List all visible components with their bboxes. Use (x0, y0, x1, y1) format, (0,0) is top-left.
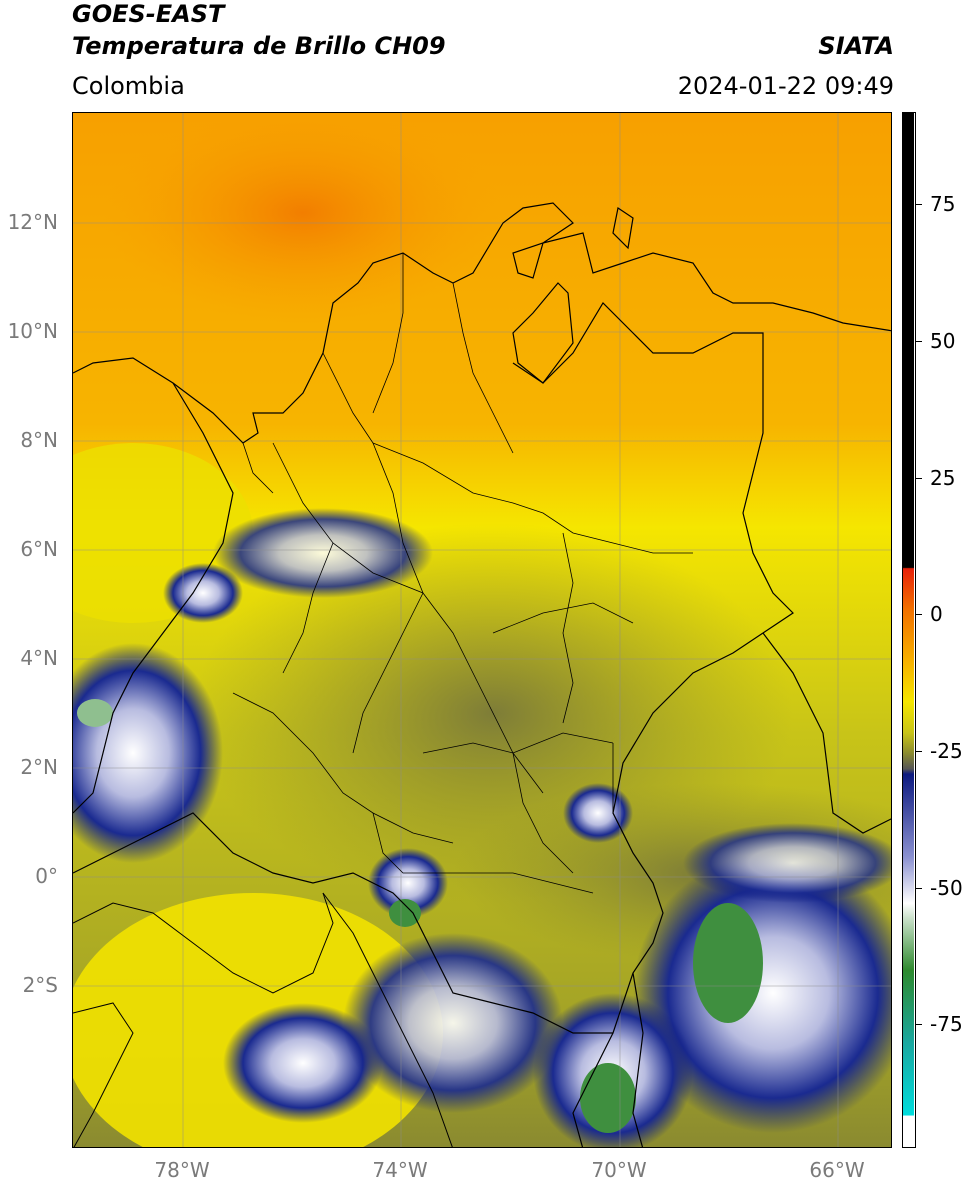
organization-label: SIATA (818, 32, 894, 60)
region-label: Colombia (72, 72, 185, 100)
colorbar-tickmark-25 (916, 478, 922, 479)
lat-tick-12N: 12°N (7, 210, 58, 234)
lon-tick-78W: 78°W (154, 1158, 210, 1182)
title-product: Temperatura de Brillo CH09 (72, 32, 446, 60)
colorbar-tickmark-50 (916, 341, 922, 342)
timestamp-label: 2024-01-22 09:49 (677, 72, 894, 100)
lat-tick-0: 0° (35, 864, 58, 888)
lon-tick-66W: 66°W (809, 1158, 865, 1182)
satellite-map (72, 112, 892, 1148)
colorbar-tick-25: 25 (930, 466, 956, 490)
lat-tick-2S: 2°S (22, 973, 58, 997)
colorbar-tickmark-75 (916, 204, 922, 205)
lon-tick-74W: 74°W (372, 1158, 428, 1182)
colorbar-tick-neg50: -50 (930, 876, 963, 900)
title-satellite: GOES-EAST (72, 0, 225, 28)
colorbar (902, 112, 916, 1148)
lat-tick-10N: 10°N (7, 319, 58, 343)
colorbar-tickmark-0 (916, 614, 922, 615)
colorbar-tick-0: 0 (930, 602, 943, 626)
lat-tick-8N: 8°N (20, 428, 58, 452)
colorbar-tick-neg75: -75 (930, 1012, 963, 1036)
lon-tick-70W: 70°W (591, 1158, 647, 1182)
colorbar-tick-neg25: -25 (930, 739, 963, 763)
colorbar-tick-50: 50 (930, 329, 956, 353)
colorbar-tickmark-neg75 (916, 1024, 922, 1025)
colorbar-tick-75: 75 (930, 192, 956, 216)
colorbar-tickmark-neg25 (916, 751, 922, 752)
lat-tick-6N: 6°N (20, 537, 58, 561)
lat-tick-2N: 2°N (20, 755, 58, 779)
colorbar-tickmark-neg50 (916, 888, 922, 889)
lat-tick-4N: 4°N (20, 646, 58, 670)
